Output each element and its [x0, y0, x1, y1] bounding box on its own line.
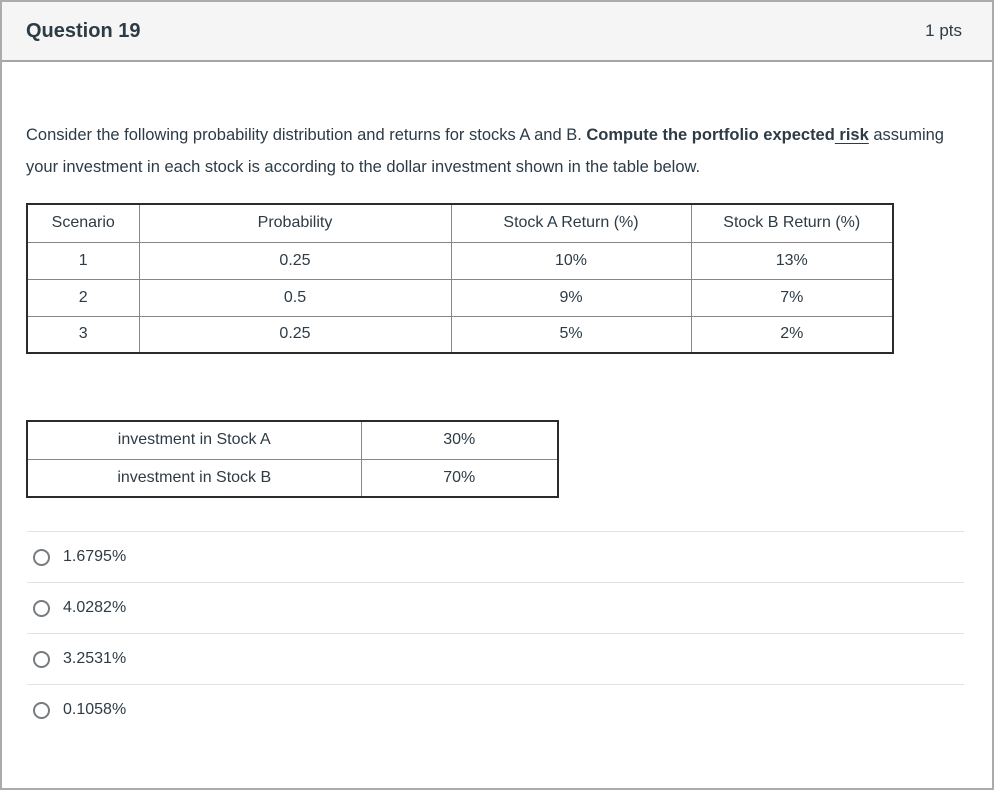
cell-scenario-3: 3: [26, 315, 140, 354]
question-points: 1 pts: [925, 21, 962, 40]
cell-probability-1: 0.25: [138, 241, 452, 280]
returns-table-header-stock-b: Stock B Return (%): [690, 203, 894, 243]
answer-options: 1.6795% 4.0282% 3.2531% 0.1058%: [27, 531, 964, 735]
investment-table: investment in Stock A 30% investment in …: [26, 420, 559, 498]
table-row: 2 0.5 9% 7%: [26, 278, 894, 317]
cell-investment-a-label: investment in Stock A: [26, 420, 362, 460]
question-text-bold: Compute the portfolio expected: [586, 126, 835, 144]
cell-investment-b-value: 70%: [360, 458, 559, 498]
cell-investment-b-label: investment in Stock B: [26, 458, 362, 498]
cell-investment-a-value: 30%: [360, 420, 559, 460]
cell-stock-a-3: 5%: [450, 315, 692, 354]
table-row: investment in Stock A 30%: [26, 420, 559, 460]
cell-stock-a-1: 10%: [450, 241, 692, 280]
option-label-3[interactable]: 3.2531%: [63, 650, 127, 667]
cell-stock-a-2: 9%: [450, 278, 692, 317]
question-title: Question 19: [26, 19, 141, 42]
cell-stock-b-1: 13%: [690, 241, 894, 280]
returns-table: Scenario Probability Stock A Return (%) …: [26, 203, 894, 354]
question-text: Consider the following probability distr…: [26, 120, 964, 183]
table-row: investment in Stock B 70%: [26, 458, 559, 498]
radio-button-option-2[interactable]: [33, 599, 50, 617]
question-header: Question 19 1 pts: [2, 2, 992, 62]
radio-button-option-3[interactable]: [33, 650, 50, 668]
returns-table-header-stock-a: Stock A Return (%): [450, 203, 692, 243]
cell-stock-b-3: 2%: [690, 315, 894, 354]
question-text-bold-underline: risk: [834, 126, 869, 144]
answer-option-4: 0.1058%: [27, 684, 964, 735]
returns-table-header-row: Scenario Probability Stock A Return (%) …: [26, 203, 894, 243]
returns-table-header-probability: Probability: [138, 203, 452, 243]
radio-button-option-4[interactable]: [33, 701, 50, 719]
cell-scenario-1: 1: [26, 241, 140, 280]
option-label-4[interactable]: 0.1058%: [63, 701, 127, 718]
question-text-normal-1: Consider the following probability distr…: [26, 126, 587, 144]
answer-option-1: 1.6795%: [27, 531, 964, 582]
answer-option-3: 3.2531%: [27, 633, 964, 684]
table-row: 1 0.25 10% 13%: [26, 241, 894, 280]
cell-probability-3: 0.25: [138, 315, 452, 354]
cell-stock-b-2: 7%: [690, 278, 894, 317]
option-label-1[interactable]: 1.6795%: [63, 548, 127, 565]
returns-table-header-scenario: Scenario: [26, 203, 140, 243]
option-label-2[interactable]: 4.0282%: [63, 599, 127, 616]
answer-option-2: 4.0282%: [27, 582, 964, 633]
cell-scenario-2: 2: [26, 278, 140, 317]
cell-probability-2: 0.5: [138, 278, 452, 317]
radio-button-option-1[interactable]: [33, 548, 50, 566]
question-text-normal-2: assuming your investment in each stock i…: [26, 126, 949, 176]
table-row: 3 0.25 5% 2%: [26, 315, 894, 354]
question-body: Consider the following probability distr…: [2, 120, 992, 735]
